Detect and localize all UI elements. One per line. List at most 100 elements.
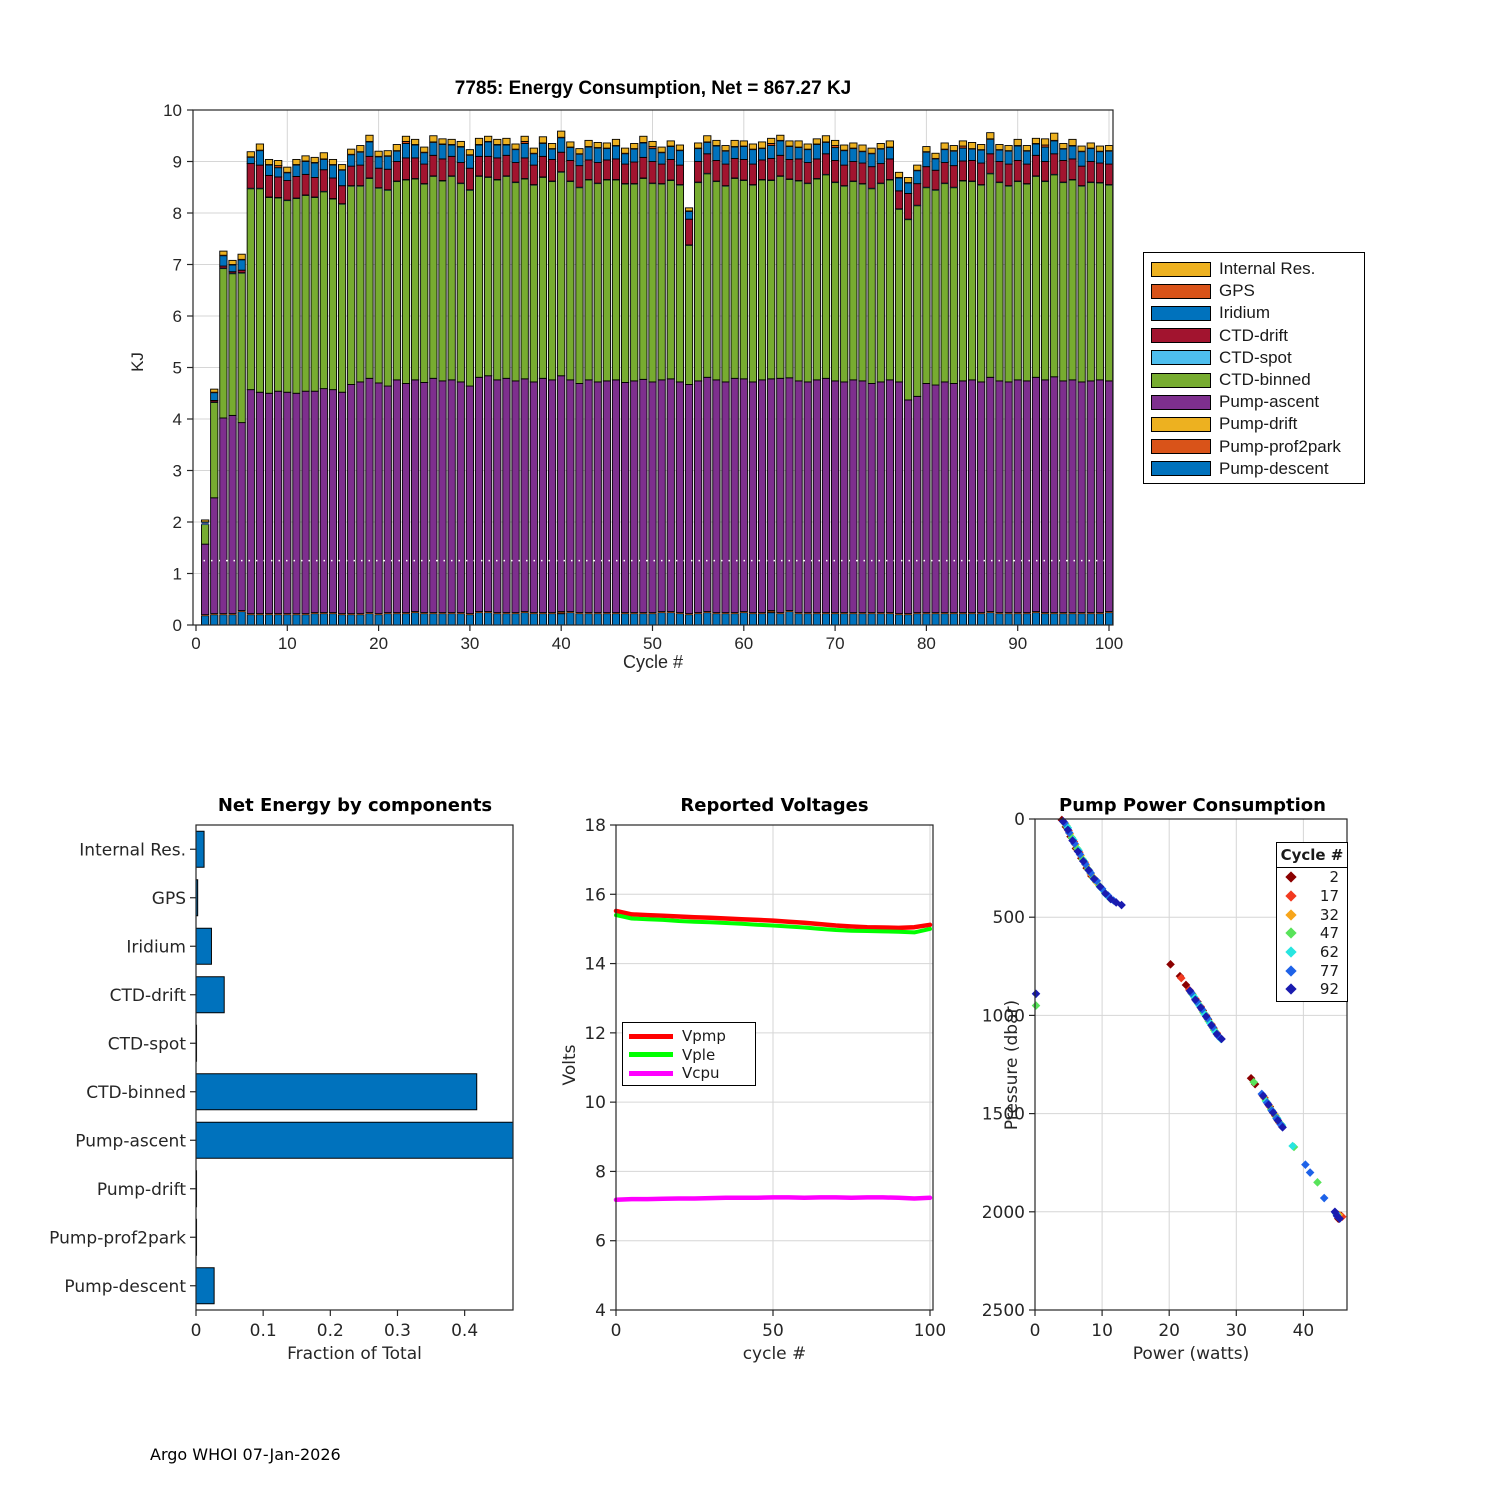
bar-segment bbox=[383, 155, 392, 170]
bar-segment bbox=[684, 211, 694, 220]
bar-segment bbox=[210, 402, 219, 499]
bar-segment bbox=[922, 166, 931, 188]
bar-segment bbox=[949, 145, 958, 152]
bar-segment bbox=[639, 613, 648, 614]
bar-segment bbox=[438, 180, 447, 382]
bar-segment bbox=[438, 613, 447, 614]
bar-segment bbox=[876, 163, 885, 184]
bar-segment bbox=[967, 613, 977, 626]
bar-segment bbox=[822, 613, 830, 614]
legend-title: Cycle # bbox=[1277, 843, 1347, 868]
bar-segment bbox=[739, 180, 748, 380]
bar-segment bbox=[894, 208, 904, 383]
bar-segment bbox=[521, 612, 529, 613]
x-tick-label: 30 bbox=[460, 634, 479, 653]
bar-segment bbox=[228, 414, 237, 615]
bar-segment bbox=[621, 153, 630, 165]
bar-segment bbox=[219, 255, 228, 267]
bar-segment bbox=[319, 158, 328, 171]
bar-segment bbox=[246, 151, 255, 158]
bar-segment bbox=[566, 379, 575, 613]
bar-segment bbox=[776, 154, 785, 177]
bar-segment bbox=[356, 151, 365, 166]
bar-segment bbox=[557, 137, 566, 153]
bar-segment bbox=[547, 181, 557, 381]
bar-segment bbox=[328, 177, 338, 200]
bar-segment bbox=[657, 612, 666, 626]
scatter-point bbox=[1278, 1123, 1287, 1132]
bar-segment bbox=[502, 377, 511, 614]
bar-segment bbox=[703, 173, 712, 378]
bar-segment bbox=[995, 613, 1004, 626]
bar-segment bbox=[675, 381, 684, 614]
bar-segment bbox=[730, 377, 739, 614]
scatter-point bbox=[1079, 856, 1088, 866]
bar-segment bbox=[904, 177, 913, 184]
bar-segment bbox=[301, 155, 310, 162]
scatter-point bbox=[1288, 1141, 1297, 1151]
scatter-point bbox=[1031, 1001, 1041, 1010]
bar-segment bbox=[803, 613, 812, 626]
bar-segment bbox=[831, 160, 840, 183]
bar-segment bbox=[740, 612, 748, 613]
bar-segment bbox=[748, 143, 758, 150]
bar-segment bbox=[474, 175, 484, 378]
bar-segment bbox=[757, 141, 767, 149]
bar-segment bbox=[320, 613, 328, 614]
bar-segment bbox=[584, 613, 593, 626]
bar-segment bbox=[1095, 182, 1104, 381]
legend-label: Vpmp bbox=[682, 1027, 726, 1046]
bar-segment bbox=[456, 183, 465, 383]
bar-segment bbox=[986, 612, 995, 626]
bar-segment bbox=[867, 613, 876, 626]
bar-segment bbox=[675, 144, 684, 151]
bar-segment bbox=[922, 151, 931, 168]
bar-segment bbox=[995, 144, 1004, 151]
bar-segment bbox=[858, 144, 867, 152]
bar-segment bbox=[502, 613, 511, 614]
bar-segment bbox=[876, 143, 885, 150]
bar-segment bbox=[630, 161, 639, 185]
bar-segment bbox=[1050, 132, 1059, 141]
scatter-point bbox=[1273, 1116, 1283, 1125]
bar-segment bbox=[401, 383, 411, 614]
bar-segment bbox=[365, 178, 374, 379]
bar-segment bbox=[438, 380, 447, 614]
energy-chart-legend: Internal Res. GPS Iridium CTD-drift CTD-spot… bbox=[1143, 252, 1365, 484]
bar-segment bbox=[995, 149, 1004, 162]
hbar bbox=[195, 1121, 514, 1159]
bar-segment bbox=[547, 379, 557, 614]
bar-segment bbox=[731, 613, 739, 614]
y-tick-label: 12 bbox=[584, 1024, 606, 1044]
bar-segment bbox=[950, 613, 958, 614]
bar-segment bbox=[575, 187, 584, 384]
scatter-point bbox=[1185, 986, 1195, 996]
bar-segment bbox=[1022, 163, 1031, 185]
bar-segment bbox=[210, 388, 219, 393]
bar-segment bbox=[383, 385, 392, 614]
scatter-point bbox=[1031, 989, 1041, 999]
bar-segment bbox=[374, 167, 383, 189]
y-tick-label: 6 bbox=[173, 307, 182, 326]
bar-segment bbox=[648, 183, 657, 383]
legend-item-gps: GPS bbox=[1151, 280, 1364, 302]
bar-segment bbox=[611, 158, 621, 180]
bar-segment bbox=[301, 614, 310, 626]
bar-segment bbox=[894, 177, 904, 192]
bar-segment bbox=[456, 140, 465, 148]
bar-segment bbox=[201, 615, 210, 626]
bar-segment bbox=[237, 272, 246, 424]
bar-segment bbox=[255, 391, 265, 615]
bar-segment bbox=[803, 183, 812, 383]
bar-segment bbox=[493, 613, 501, 614]
legend-item-iridium: Iridium bbox=[1151, 302, 1364, 324]
bar-segment bbox=[776, 140, 785, 156]
bar-segment bbox=[849, 142, 858, 149]
bar-segment bbox=[493, 179, 502, 381]
legend-label: 62 bbox=[1319, 943, 1339, 962]
scatter-point bbox=[1258, 1091, 1268, 1101]
bar-segment bbox=[858, 151, 867, 164]
bar-segment bbox=[1050, 153, 1059, 175]
bar-segment bbox=[611, 379, 621, 614]
bar-segment bbox=[748, 163, 758, 186]
